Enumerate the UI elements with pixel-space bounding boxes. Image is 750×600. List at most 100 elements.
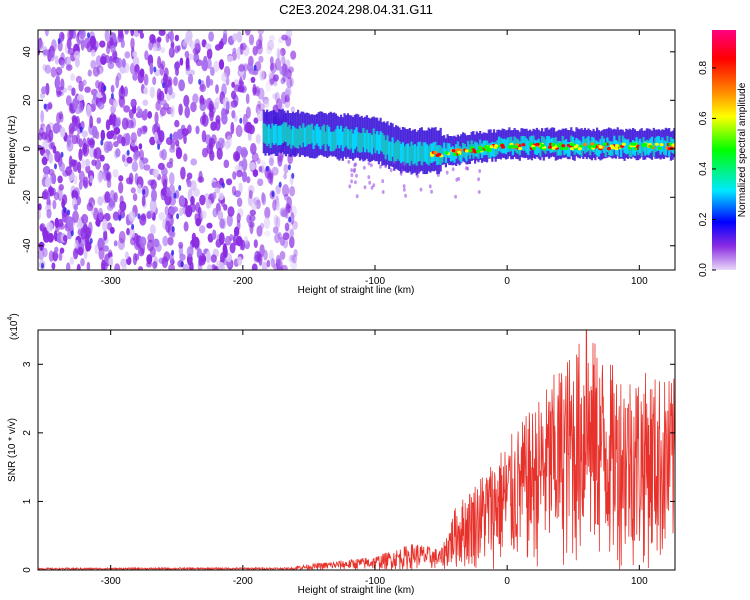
signal-core [412,145,415,165]
noise-blob [257,178,264,187]
noise-blob [128,211,136,222]
signal-core [601,135,604,151]
noise-blob [81,213,89,225]
noise-blob [86,103,91,112]
signal-core [415,146,418,166]
noise-blob [119,195,124,205]
noise-blob [106,45,111,55]
signal-core [596,141,599,156]
noise-blob [60,59,65,69]
noise-blob [94,147,102,160]
noise-blob [56,112,61,125]
noise-blob [216,147,223,160]
noise-blob [250,197,258,211]
signal-core [290,129,293,149]
top-x-tick-label: -100 [365,276,385,287]
noise-blob [199,84,207,93]
noise-blob [258,33,263,46]
noise-blob [201,255,207,263]
signal-peak [579,144,583,148]
noise-blob [253,196,261,206]
noise-blob [245,121,253,134]
noise-blob [118,181,124,194]
signal-core [666,136,669,151]
signal-core [527,140,530,156]
signal-core [583,139,587,154]
signal-peak [521,143,526,147]
signal-core [315,123,319,144]
noise-blob [48,50,56,62]
noise-blob [113,192,118,203]
signal-core [322,124,325,144]
noise-blob [132,193,138,202]
noise-blob [255,133,261,144]
noise-blob [258,103,265,112]
signal-core [625,139,628,155]
signal-scatter [454,194,457,199]
snr-series-line [38,330,675,570]
noise-blob [66,140,74,152]
noise-blob [58,251,63,261]
noise-blob [184,105,190,119]
signal-scatter [478,169,482,173]
noise-blob [97,171,103,184]
noise-blob [89,238,93,244]
signal-core [498,136,501,152]
noise-blob [124,251,129,260]
noise-blob [77,94,84,101]
noise-blob [172,131,179,141]
noise-blob [152,123,159,136]
noise-blob [257,30,264,35]
noise-blob [132,51,138,58]
signal-core [587,136,590,151]
noise-blob [50,66,57,78]
signal-core [283,122,286,142]
noise-blob [118,175,124,182]
noise-blob [162,235,169,247]
bottom-y-tick-label: 2 [22,430,33,436]
noise-blob [214,187,220,194]
signal-peak [643,143,648,147]
noise-blob [250,143,257,155]
signal-core [393,143,396,163]
signal-peak [487,149,492,153]
signal-core [647,140,650,156]
noise-blob [133,30,140,37]
noise-blob [123,105,130,113]
signal-scatter [372,183,376,188]
noise-blob [273,214,279,227]
noise-blob [279,207,287,218]
signal-scatter [400,162,403,167]
noise-blob [42,49,49,56]
noise-blob [164,82,168,95]
colorbar-tick-label: 0.2 [698,212,709,226]
noise-blob [226,55,234,63]
signal-scatter [381,190,385,194]
noise-blob [259,222,265,230]
noise-blob [202,147,208,158]
noise-blob [109,37,114,48]
signal-core [333,131,336,151]
signal-core [395,141,398,162]
scale-close: ) [9,313,20,316]
signal-scatter [477,177,480,182]
signal-core [448,143,451,158]
noise-blob [171,249,175,256]
noise-blob [274,185,280,199]
signal-core [382,135,386,155]
noise-blob [149,246,156,258]
noise-blob [238,64,246,72]
noise-blob [110,93,114,99]
noise-blob [152,76,157,86]
signal-core [577,139,580,155]
signal-core [340,125,343,146]
signal-core [520,136,523,151]
noise-blob [157,56,162,69]
signal-core [355,127,358,147]
noise-blob [118,214,122,221]
noise-blob [132,73,138,81]
noise-blob [78,138,83,148]
noise-blob [261,193,267,206]
noise-blob [225,235,232,246]
noise-blob [275,254,281,268]
